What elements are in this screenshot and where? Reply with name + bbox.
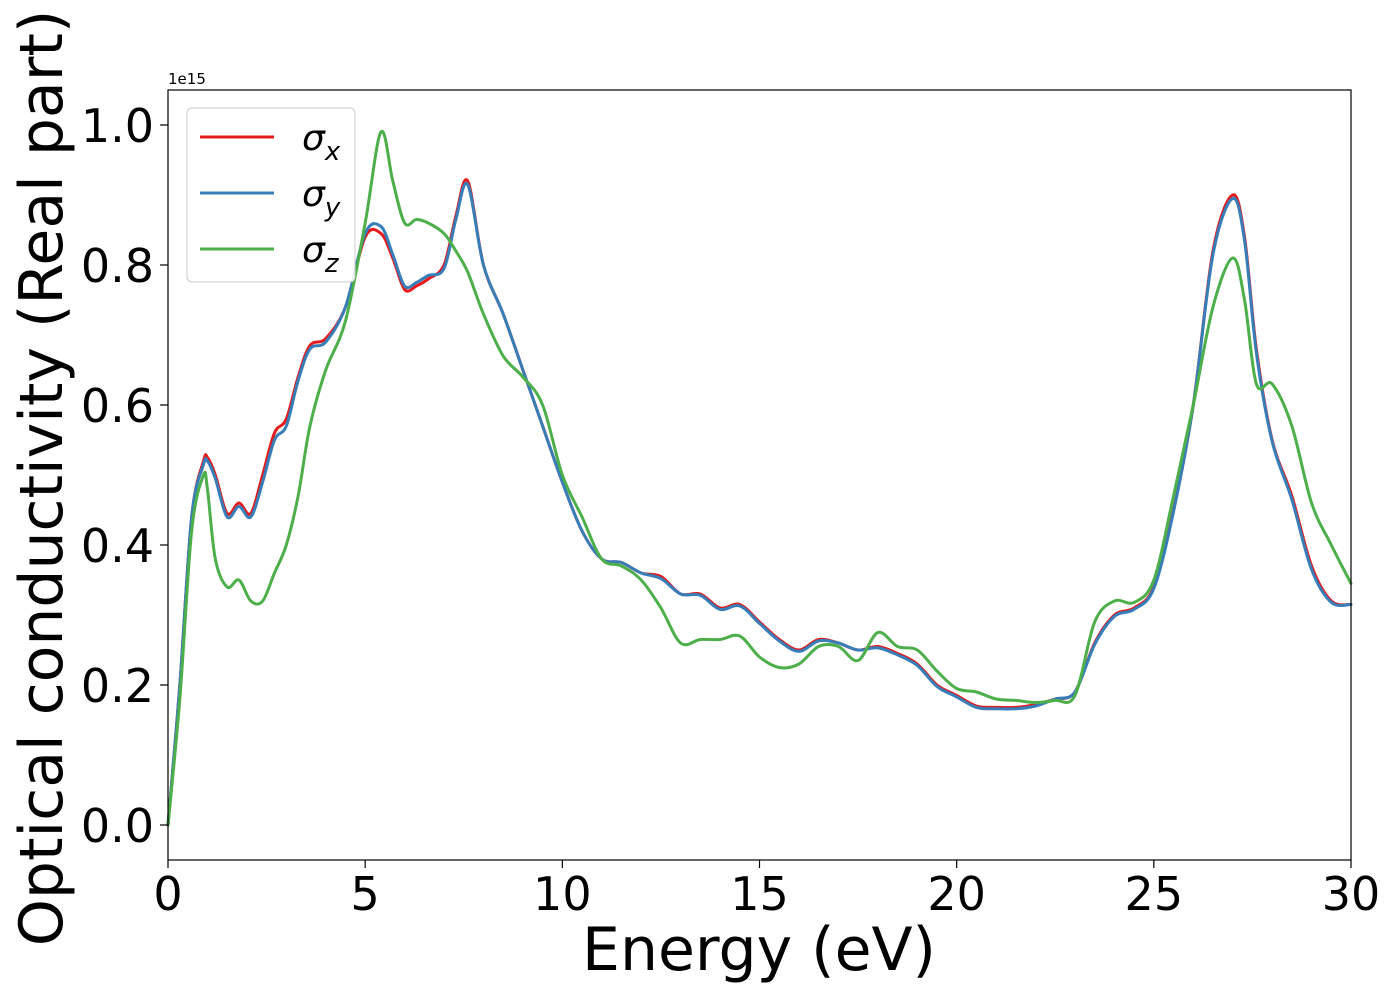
legend-subscript: z <box>324 249 340 279</box>
x-tick-label: 5 <box>351 867 380 921</box>
x-tick-label: 25 <box>1125 867 1184 921</box>
legend-subscript: y <box>324 193 341 223</box>
x-tick-label: 0 <box>153 867 182 921</box>
y-axis-title: Optical conductivity (Real part) <box>7 10 77 947</box>
x-tick-label: 10 <box>533 867 592 921</box>
y-tick-label: 0.6 <box>81 379 154 433</box>
x-axis-title: Energy (eV) <box>582 915 936 985</box>
series-line-3 <box>166 129 1353 827</box>
series-layer <box>166 129 1353 827</box>
y-axis: 0.0 0.2 0.4 0.6 0.8 1.0 <box>81 99 168 853</box>
x-tick-label: 30 <box>1322 867 1381 921</box>
y-tick-label: 0.2 <box>81 659 154 713</box>
y-offset-text: 1e15 <box>168 70 206 88</box>
legend-subscript: x <box>324 137 341 167</box>
x-tick-label: 15 <box>730 867 789 921</box>
x-axis: 0 5 10 15 20 25 30 <box>153 860 1380 921</box>
y-tick-label: 1.0 <box>81 99 154 153</box>
series-line-2 <box>166 181 1353 827</box>
y-tick-label: 0.0 <box>81 799 154 853</box>
legend-box <box>186 107 356 283</box>
x-tick-label: 20 <box>927 867 986 921</box>
y-tick-label: 0.4 <box>81 519 154 573</box>
y-tick-label: 0.8 <box>81 239 154 293</box>
